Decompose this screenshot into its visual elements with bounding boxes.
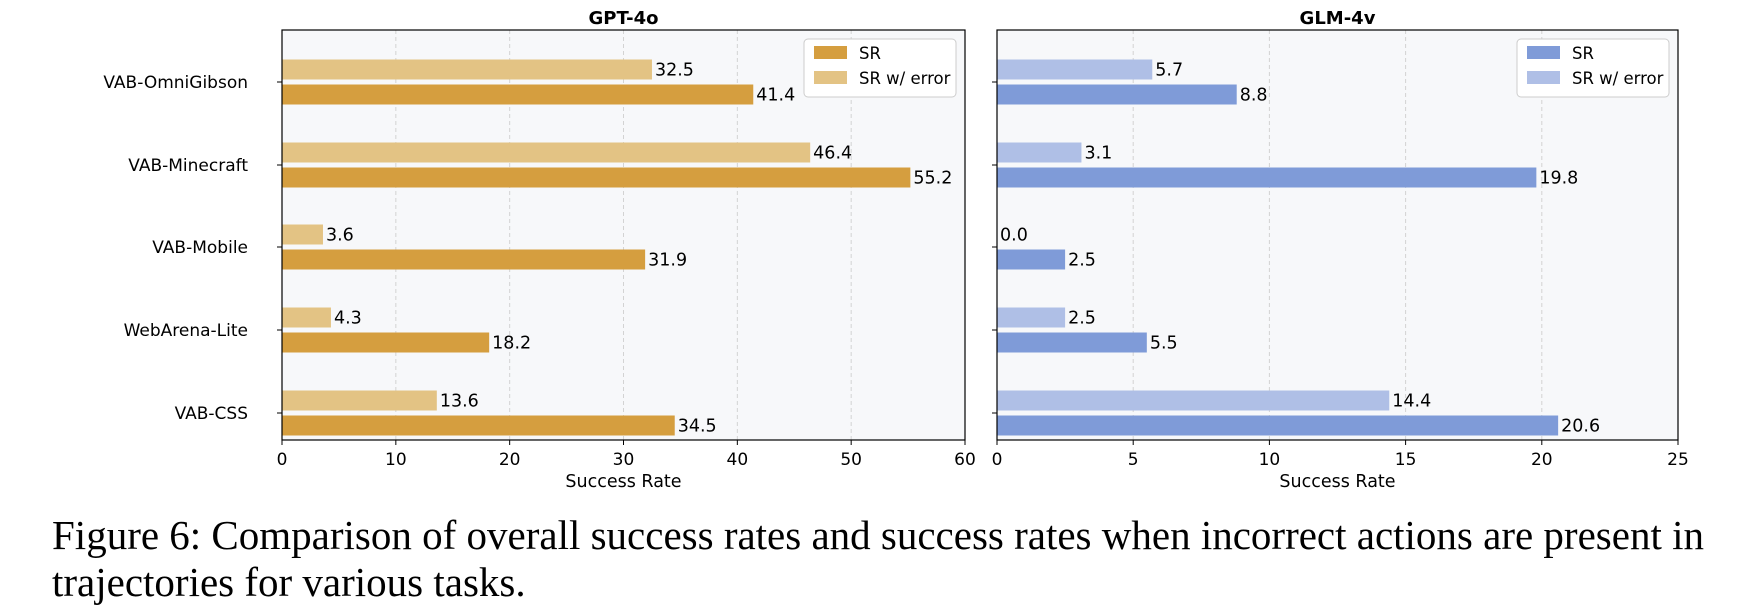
gpt-4o-legend-label-sr-error: SR w/ error <box>859 69 951 88</box>
glm-4v-xtick-label-10: 10 <box>1259 450 1281 470</box>
glm-4v-data-label-sr-vab-omnigibson: 8.8 <box>1240 86 1268 106</box>
glm-4v-data-label-sr-error-vab-minecraft: 3.1 <box>1084 144 1112 164</box>
glm-4v-data-label-sr-error-vab-omnigibson: 5.7 <box>1155 61 1183 81</box>
gpt-4o-bar-sr-error-vab-omnigibson <box>282 59 652 80</box>
gpt-4o-data-label-sr-error-vab-css: 13.6 <box>440 392 479 412</box>
gpt-4o-legend-swatch-sr <box>814 46 847 59</box>
glm-4v-bar-sr-webarena-lite <box>997 332 1147 353</box>
gpt-4o-xtick-label-20: 20 <box>499 450 521 470</box>
glm-4v-bar-sr-error-webarena-lite <box>997 307 1066 328</box>
gpt-4o-xtick-label-0: 0 <box>277 450 288 470</box>
gpt-4o-data-label-sr-vab-mobile: 31.9 <box>648 251 687 271</box>
category-label-vab-omnigibson: VAB-OmniGibson <box>103 73 248 93</box>
gpt-4o-legend-swatch-sr-error <box>814 71 847 84</box>
gpt-4o-bar-sr-vab-omnigibson <box>282 84 754 105</box>
gpt-4o-x-axis-label: Success Rate <box>565 472 681 492</box>
category-label-vab-css: VAB-CSS <box>175 404 248 424</box>
glm-4v-xtick-label-25: 25 <box>1667 450 1689 470</box>
glm-4v-xtick-label-20: 20 <box>1531 450 1553 470</box>
glm-4v-data-label-sr-webarena-lite: 5.5 <box>1150 334 1178 354</box>
gpt-4o-bar-sr-error-vab-mobile <box>282 224 323 245</box>
category-label-webarena-lite: WebArena-Lite <box>124 321 248 341</box>
glm-4v-data-label-sr-vab-mobile: 2.5 <box>1068 251 1096 271</box>
gpt-4o-bar-sr-error-vab-css <box>282 390 437 411</box>
glm-4v-x-axis-label: Success Rate <box>1279 472 1395 492</box>
gpt-4o-data-label-sr-error-vab-minecraft: 46.4 <box>813 144 852 164</box>
figure-caption: Figure 6: Comparison of overall success … <box>52 512 1704 605</box>
glm-4v-legend-label-sr-error: SR w/ error <box>1572 69 1664 88</box>
gpt-4o-xtick-label-30: 30 <box>613 450 635 470</box>
glm-4v-legend-swatch-sr-error <box>1527 71 1560 84</box>
gpt-4o-data-label-sr-webarena-lite: 18.2 <box>492 334 531 354</box>
glm-4v-bar-sr-error-vab-omnigibson <box>997 59 1153 80</box>
glm-4v-data-label-sr-vab-css: 20.6 <box>1561 417 1600 437</box>
glm-4v-bar-sr-vab-omnigibson <box>997 84 1237 105</box>
gpt-4o-legend-label-sr: SR <box>859 44 881 63</box>
glm-4v-bar-sr-error-vab-css <box>997 390 1390 411</box>
glm-4v-bar-sr-vab-minecraft <box>997 167 1537 188</box>
gpt-4o-data-label-sr-error-vab-mobile: 3.6 <box>326 226 354 246</box>
gpt-4o-bar-sr-error-webarena-lite <box>282 307 331 328</box>
gpt-4o-xtick-label-40: 40 <box>727 450 749 470</box>
glm-4v-bar-sr-error-vab-minecraft <box>997 142 1082 163</box>
glm-4v-title: GLM-4v <box>1300 8 1376 29</box>
gpt-4o-bar-sr-vab-minecraft <box>282 167 911 188</box>
gpt-4o-bar-sr-vab-css <box>282 415 675 436</box>
figure-charts: 32.5 41.4 VAB-OmniGibson 46.4 55.2 VAB-Minecr… <box>103 8 1689 492</box>
glm-4v-bar-sr-vab-mobile <box>997 249 1066 270</box>
gpt-4o-data-label-sr-vab-omnigibson: 41.4 <box>756 86 795 106</box>
glm-4v-axes-frame <box>996 29 1679 441</box>
gpt-4o-bar-sr-webarena-lite <box>282 332 490 353</box>
category-label-vab-minecraft: VAB-Minecraft <box>128 156 248 176</box>
gpt-4o-bar-sr-error-vab-minecraft <box>282 142 811 163</box>
glm-4v-xtick-label-5: 5 <box>1128 450 1139 470</box>
glm-4v-legend-swatch-sr <box>1527 46 1560 59</box>
glm-4v-legend-label-sr: SR <box>1572 44 1594 63</box>
glm-4v-data-label-sr-error-webarena-lite: 2.5 <box>1068 309 1096 329</box>
gpt-4o-bar-sr-vab-mobile <box>282 249 646 270</box>
gpt-4o-data-label-sr-vab-minecraft: 55.2 <box>913 169 952 189</box>
glm-4v-data-label-sr-error-vab-mobile: 0.0 <box>1000 226 1028 246</box>
glm-4v-xtick-label-0: 0 <box>992 450 1003 470</box>
gpt-4o-data-label-sr-error-webarena-lite: 4.3 <box>334 309 362 329</box>
gpt-4o-xtick-label-10: 10 <box>385 450 407 470</box>
glm-4v-data-label-sr-error-vab-css: 14.4 <box>1392 392 1431 412</box>
gpt-4o-xtick-label-50: 50 <box>840 450 862 470</box>
glm-4v-data-label-sr-vab-minecraft: 19.8 <box>1539 169 1578 189</box>
gpt-4o-data-label-sr-error-vab-omnigibson: 32.5 <box>655 61 694 81</box>
glm-4v-xtick-label-15: 15 <box>1395 450 1417 470</box>
glm-4v-bar-sr-vab-css <box>997 415 1559 436</box>
category-label-vab-mobile: VAB-Mobile <box>152 238 248 258</box>
gpt-4o-data-label-sr-vab-css: 34.5 <box>678 417 717 437</box>
gpt-4o-xtick-label-60: 60 <box>954 450 976 470</box>
gpt-4o-title: GPT-4o <box>589 8 659 29</box>
